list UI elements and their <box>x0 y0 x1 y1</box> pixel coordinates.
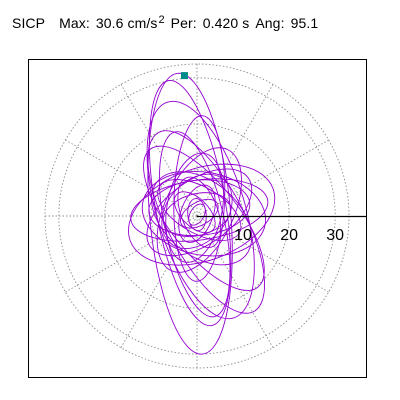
trace-loop-8 <box>156 147 242 273</box>
trace-loop-17 <box>173 191 216 234</box>
grid-spoke-30 <box>196 139 329 217</box>
trace-loop-24 <box>151 171 253 266</box>
angle-value: 95.1 <box>290 15 319 31</box>
trace-loop-16 <box>178 184 216 243</box>
trace-loop-21 <box>173 115 226 282</box>
radial-axis: 10 20 30 <box>197 215 366 244</box>
max-unit: cm/s <box>127 15 158 31</box>
trace-loop-10 <box>165 152 225 263</box>
period-value: 0.420 s <box>202 15 250 31</box>
grid-spoke-150 <box>65 139 198 217</box>
trace-loop-22 <box>158 131 231 318</box>
trace-loop-6 <box>128 163 276 266</box>
trace-loop-23 <box>141 171 267 257</box>
max-label: Max: <box>59 15 90 31</box>
max-value: 30.6 <box>95 15 124 31</box>
grid-spoke-330 <box>196 215 329 293</box>
plot-frame <box>28 59 367 378</box>
grid-spoke-300 <box>196 215 274 348</box>
trace-loop-20 <box>188 203 206 226</box>
max-unit-exponent: 2 <box>158 14 165 26</box>
grid-spoke-120 <box>120 84 198 217</box>
grid-spoke-60 <box>196 84 274 217</box>
trace-loop-5 <box>143 145 265 291</box>
period-label: Per: <box>170 15 197 31</box>
max-marker <box>180 72 188 80</box>
angle-label: Ang: <box>255 15 285 31</box>
radial-tick-label-30: 30 <box>326 227 344 244</box>
marker-layer <box>180 72 188 80</box>
trace-loop-9 <box>146 168 253 257</box>
trace-layer <box>128 72 276 355</box>
radial-tick-label-20: 20 <box>280 227 298 244</box>
radial-tick-label-10: 10 <box>234 227 252 244</box>
trace-loop-19 <box>187 198 207 232</box>
trace-loop-4 <box>147 130 265 314</box>
chart-title: SICP Max: 30.6 cm/s2 Per: 0.420 s Ang: 95.1 <box>12 14 318 31</box>
station-code: SICP <box>12 15 46 31</box>
grid-spoke-240 <box>120 215 198 348</box>
